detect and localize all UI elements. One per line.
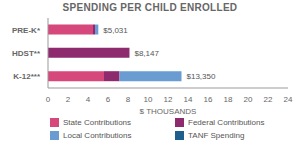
svg-text:6: 6: [106, 95, 111, 104]
svg-text:4: 4: [86, 95, 91, 104]
svg-text:$8,147: $8,147: [134, 49, 159, 58]
svg-text:$ THOUSANDS: $ THOUSANDS: [140, 107, 197, 114]
html-text:TANF Spending: TANF Spending: [188, 131, 245, 140]
svg-text:PRE-K*: PRE-K*: [12, 26, 41, 35]
svg-text:14: 14: [184, 95, 193, 104]
svg-text:24: 24: [284, 95, 292, 104]
html-text:State Contributions: State Contributions: [63, 118, 131, 127]
svg-text:HDST**: HDST**: [12, 49, 41, 58]
html-text:Local Contributions: Local Contributions: [63, 131, 132, 140]
svg-text:$13,350: $13,350: [187, 72, 216, 81]
svg-text:0: 0: [46, 95, 51, 104]
svg-text:20: 20: [244, 95, 253, 104]
svg-text:10: 10: [144, 95, 153, 104]
html-text:SPENDING PER CHILD ENROLLED: SPENDING PER CHILD ENROLLED: [62, 2, 238, 13]
svg-text:8: 8: [126, 95, 131, 104]
svg-text:22: 22: [264, 95, 273, 104]
html-text:Federal Contributions: Federal Contributions: [188, 118, 265, 127]
svg-text:12: 12: [164, 95, 173, 104]
svg-text:18: 18: [224, 95, 233, 104]
svg-text:$5,031: $5,031: [103, 26, 128, 35]
svg-text:16: 16: [204, 95, 213, 104]
svg-text:K-12***: K-12***: [13, 72, 41, 81]
svg-text:2: 2: [66, 95, 71, 104]
